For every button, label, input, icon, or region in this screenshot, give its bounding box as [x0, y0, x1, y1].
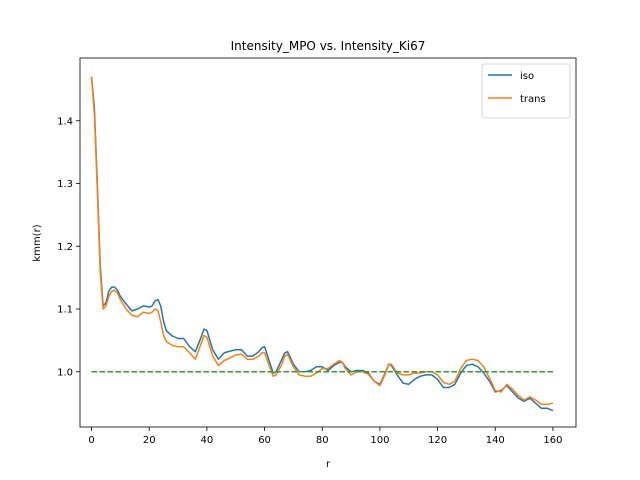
chart-title: Intensity_MPO vs. Intensity_Ki67: [231, 39, 426, 53]
x-axis-ticks: 0 20 40 60 80 100 120 140 160: [88, 427, 562, 446]
legend-box: [481, 63, 571, 119]
x-tick-label: 120: [428, 435, 447, 446]
x-tick-label: 140: [486, 435, 505, 446]
x-tick-label: 60: [258, 435, 271, 446]
x-tick-label: 40: [201, 435, 214, 446]
y-axis-label: kmm(r): [32, 224, 43, 261]
y-tick-label: 1.2: [57, 242, 73, 253]
plot-frame: [79, 57, 577, 428]
y-tick-label: 1.1: [57, 305, 73, 316]
y-tick-label: 1.0: [57, 367, 73, 378]
y-axis-ticks: 1.0 1.1 1.2 1.3 1.4: [57, 116, 80, 378]
series-line-trans: [90, 76, 554, 406]
y-tick-label: 1.3: [57, 179, 73, 190]
x-tick-label: 0: [88, 435, 94, 446]
plot-area: [79, 57, 577, 428]
x-tick-label: 160: [543, 435, 562, 446]
legend-label-trans: trans: [520, 94, 546, 105]
legend: iso trans: [481, 63, 571, 119]
y-tick-label: 1.4: [57, 116, 73, 127]
x-tick-label: 100: [370, 435, 389, 446]
series-layer: [90, 76, 554, 412]
series-line-iso: [90, 76, 554, 412]
x-axis-label: r: [326, 459, 331, 470]
legend-label-iso: iso: [520, 71, 534, 82]
x-tick-label: 80: [316, 435, 329, 446]
x-tick-label: 20: [143, 435, 156, 446]
